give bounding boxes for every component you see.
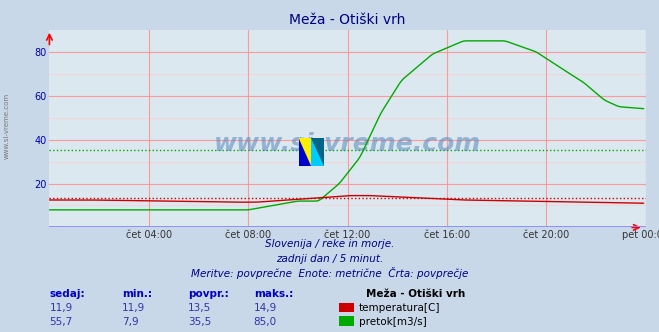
- Text: 11,9: 11,9: [49, 303, 72, 313]
- Text: www.si-vreme.com: www.si-vreme.com: [214, 132, 481, 156]
- Text: Meža - Otiški vrh: Meža - Otiški vrh: [366, 289, 465, 299]
- Text: min.:: min.:: [122, 289, 152, 299]
- Text: zadnji dan / 5 minut.: zadnji dan / 5 minut.: [276, 254, 383, 264]
- Text: temperatura[C]: temperatura[C]: [359, 303, 441, 313]
- Text: 7,9: 7,9: [122, 317, 138, 327]
- Text: Meritve: povprečne  Enote: metrične  Črta: povprečje: Meritve: povprečne Enote: metrične Črta:…: [191, 267, 468, 279]
- Bar: [339, 316, 354, 326]
- Text: pretok[m3/s]: pretok[m3/s]: [359, 317, 427, 327]
- Text: maks.:: maks.:: [254, 289, 293, 299]
- Title: Meža - Otiški vrh: Meža - Otiški vrh: [289, 13, 406, 27]
- Text: 85,0: 85,0: [254, 317, 277, 327]
- Text: 13,5: 13,5: [188, 303, 211, 313]
- Bar: [311, 138, 324, 166]
- Text: 55,7: 55,7: [49, 317, 72, 327]
- Bar: [299, 138, 311, 166]
- Text: 35,5: 35,5: [188, 317, 211, 327]
- Text: Slovenija / reke in morje.: Slovenija / reke in morje.: [265, 239, 394, 249]
- Bar: [339, 303, 354, 312]
- Text: 14,9: 14,9: [254, 303, 277, 313]
- Text: 11,9: 11,9: [122, 303, 145, 313]
- Text: povpr.:: povpr.:: [188, 289, 229, 299]
- Text: www.si-vreme.com: www.si-vreme.com: [3, 93, 9, 159]
- Text: sedaj:: sedaj:: [49, 289, 85, 299]
- Polygon shape: [299, 138, 311, 166]
- Polygon shape: [311, 138, 324, 166]
